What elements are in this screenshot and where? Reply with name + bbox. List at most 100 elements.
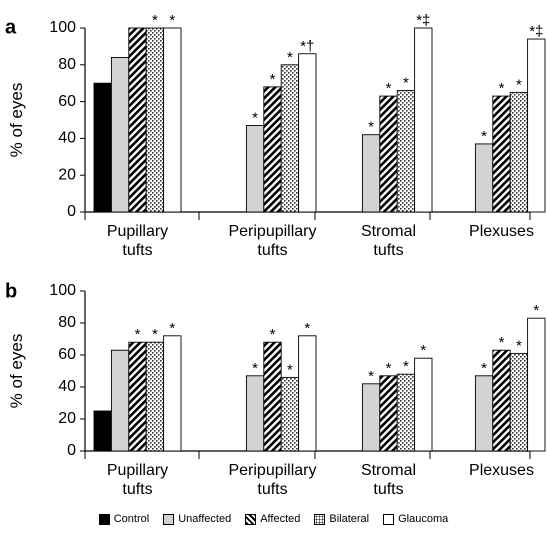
bar-unaffected-1 [245, 375, 265, 452]
bar-bilateral-2 [396, 90, 416, 213]
bar-unaffected-2 [361, 134, 381, 213]
significance-marker: * [403, 358, 409, 375]
significance-marker: * [270, 326, 276, 343]
legend-swatch [314, 513, 326, 525]
significance-marker: *‡ [529, 23, 543, 40]
bar-unaffected-0 [110, 56, 130, 213]
significance-marker: * [252, 360, 258, 377]
y-tick-label: 80 [58, 56, 76, 73]
y-tick-label: 60 [58, 93, 76, 110]
bar-unaffected-2 [361, 383, 381, 452]
y-tick-label: 80 [58, 314, 76, 331]
bar-affected-2 [379, 95, 398, 213]
bar-bilateral-0 [145, 341, 165, 452]
legend-item-glaucoma: Glaucoma [383, 513, 448, 525]
bar-bilateral-3 [509, 352, 529, 452]
bar-glaucoma-3 [527, 317, 546, 452]
bar-bilateral-1 [280, 376, 300, 452]
y-tick-label: 40 [58, 130, 76, 147]
category-label: Pupillary tufts [107, 223, 168, 259]
bar-bilateral-2 [396, 373, 416, 452]
significance-marker: * [287, 49, 293, 66]
significance-marker: * [169, 12, 175, 29]
significance-marker: * [516, 337, 522, 354]
bar-affected-1 [263, 86, 282, 213]
legend-label: Unaffected [178, 513, 232, 525]
bar-glaucoma-2 [414, 27, 433, 213]
bar-control-0 [93, 410, 112, 452]
y-tick-label: 0 [67, 442, 76, 459]
bar-affected-3 [492, 95, 511, 213]
bar-unaffected-0 [110, 349, 130, 452]
significance-marker: *‡ [416, 12, 430, 29]
legend-label: Affected [260, 513, 301, 525]
significance-marker: *† [300, 38, 314, 55]
significance-marker: * [533, 302, 539, 319]
y-tick-label: 100 [49, 282, 76, 299]
bar-glaucoma-0 [163, 27, 182, 213]
y-tick-label: 40 [58, 378, 76, 395]
significance-marker: * [287, 361, 293, 378]
panel-b: b 0 20 40 60 80 100 % of eyes * * * * * * * * * * * * * * * Pup… [5, 280, 546, 498]
legend-swatch [163, 513, 175, 525]
significance-marker: * [304, 320, 310, 337]
category-label: Plexuses [469, 462, 534, 479]
legend-item-unaffected: Unaffected [163, 513, 231, 525]
y-axis-label: % of eyes [7, 83, 26, 158]
significance-marker: * [386, 80, 392, 97]
bar-affected-2 [379, 375, 398, 452]
panel-label: a [5, 16, 17, 38]
significance-marker: * [252, 110, 258, 127]
category-label: Peripupillary tufts [228, 462, 316, 498]
significance-marker: * [499, 80, 505, 97]
legend-swatch [98, 513, 110, 525]
significance-marker: * [403, 75, 409, 92]
significance-marker: * [481, 128, 487, 145]
y-tick-label: 20 [58, 410, 76, 427]
panel-label: b [5, 280, 17, 302]
category-label: Pupillary tufts [107, 462, 168, 498]
legend-item-control: Control [98, 513, 150, 525]
panel-a: a 0 20 40 60 80 100 % of eyes * * * * * * * * * * * *† *‡ *‡ P… [5, 12, 546, 259]
bar-control-0 [93, 82, 112, 213]
category-label: Stromal tufts [361, 223, 416, 259]
bar-bilateral-1 [280, 64, 300, 213]
legend-label: Glaucoma [398, 513, 449, 525]
significance-marker: * [516, 76, 522, 93]
bar-glaucoma-0 [163, 335, 182, 452]
significance-marker: * [386, 360, 392, 377]
bar-bilateral-0 [145, 27, 165, 213]
significance-marker: * [152, 12, 158, 29]
y-tick-label: 100 [49, 19, 76, 36]
bar-affected-0 [128, 341, 147, 452]
y-axis-label: % of eyes [7, 334, 26, 409]
bar-unaffected-3 [474, 375, 494, 452]
bar-bilateral-3 [509, 91, 529, 213]
legend-label: Bilateral [329, 513, 370, 525]
bar-glaucoma-1 [298, 53, 317, 213]
legend-label: Control [113, 513, 150, 525]
significance-marker: * [135, 326, 141, 343]
legend-item-bilateral: Bilateral [314, 513, 369, 525]
significance-marker: * [152, 326, 158, 343]
category-label: Stromal tufts [361, 462, 416, 498]
significance-marker: * [499, 334, 505, 351]
bar-affected-3 [492, 349, 511, 452]
significance-marker: * [368, 368, 374, 385]
bar-glaucoma-1 [298, 335, 317, 452]
legend-swatch [245, 513, 257, 525]
legend-item-affected: Affected [245, 513, 300, 525]
bar-unaffected-1 [245, 125, 265, 213]
bar-affected-0 [128, 27, 147, 213]
significance-marker: * [270, 71, 276, 88]
significance-marker: * [481, 360, 487, 377]
legend-swatch [383, 513, 395, 525]
bar-unaffected-3 [474, 143, 494, 213]
bar-affected-1 [263, 341, 282, 452]
bar-glaucoma-3 [527, 38, 546, 213]
y-tick-label: 60 [58, 346, 76, 363]
category-label: Plexuses [469, 223, 534, 240]
y-tick-label: 0 [67, 203, 76, 220]
bar-glaucoma-2 [414, 357, 433, 452]
